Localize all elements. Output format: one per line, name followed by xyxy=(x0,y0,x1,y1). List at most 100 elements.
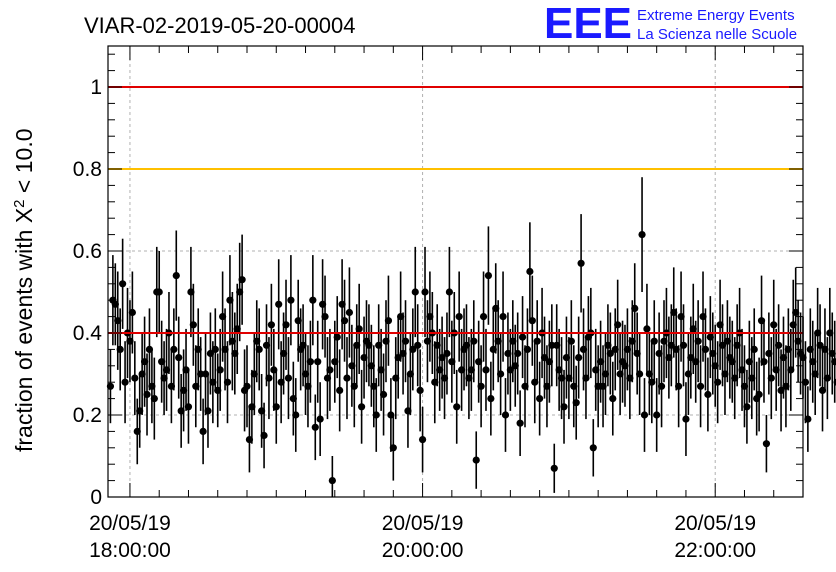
data-point xyxy=(162,366,171,374)
data-point xyxy=(475,358,483,366)
data-point xyxy=(201,370,210,378)
data-point xyxy=(236,288,244,296)
data-point xyxy=(138,370,146,378)
data-point xyxy=(416,386,424,394)
data-point xyxy=(299,341,307,349)
data-point xyxy=(331,358,339,366)
data-point xyxy=(472,456,480,464)
data-point xyxy=(692,358,700,366)
data-point xyxy=(301,370,310,378)
data-point xyxy=(467,366,475,374)
data-point xyxy=(333,333,341,341)
data-point xyxy=(614,321,622,329)
data-point xyxy=(421,288,429,296)
data-point xyxy=(345,308,354,317)
data-point xyxy=(748,374,756,382)
data-point xyxy=(340,317,349,325)
data-point xyxy=(723,337,732,345)
data-point xyxy=(484,272,493,280)
data-point xyxy=(440,374,449,382)
data-point xyxy=(250,370,258,378)
data-point xyxy=(272,403,280,411)
data-point xyxy=(206,349,215,358)
x-tick-label-date: 20/05/19 xyxy=(382,512,464,535)
data-point xyxy=(379,390,388,399)
data-point xyxy=(811,370,819,378)
data-point xyxy=(638,231,646,239)
data-point xyxy=(536,395,544,403)
data-point xyxy=(304,382,312,390)
chart-title: VIAR-02-2019-05-20-00004 xyxy=(84,13,356,38)
data-point xyxy=(621,362,629,370)
data-point xyxy=(760,358,768,366)
data-point xyxy=(518,333,527,341)
data-point xyxy=(501,411,510,419)
data-point xyxy=(772,366,780,374)
data-point xyxy=(397,313,405,321)
data-point xyxy=(750,345,758,353)
data-point xyxy=(533,337,541,345)
data-point xyxy=(706,333,714,341)
data-point xyxy=(765,349,773,358)
data-point xyxy=(540,354,549,362)
data-point xyxy=(179,386,188,394)
data-point xyxy=(514,349,522,358)
data-point xyxy=(399,349,407,358)
data-point xyxy=(309,296,317,304)
data-point xyxy=(833,378,836,386)
data-point xyxy=(560,403,568,411)
data-point xyxy=(316,415,324,423)
data-point xyxy=(375,341,383,349)
data-point xyxy=(640,411,649,419)
data-point xyxy=(279,349,288,358)
data-point xyxy=(675,382,683,390)
data-point xyxy=(111,300,119,308)
data-point xyxy=(389,444,397,452)
data-point xyxy=(465,374,473,382)
data-point xyxy=(355,325,363,333)
data-point xyxy=(360,354,368,362)
data-point xyxy=(718,341,727,349)
data-point xyxy=(487,395,495,403)
data-point xyxy=(565,374,573,382)
data-point xyxy=(177,407,185,415)
data-point xyxy=(657,382,666,390)
data-point xyxy=(158,358,166,366)
data-point xyxy=(609,395,617,403)
data-point xyxy=(253,337,261,345)
data-point xyxy=(482,366,490,374)
data-point xyxy=(189,321,197,329)
data-point xyxy=(731,374,739,382)
data-point xyxy=(445,288,454,296)
data-point xyxy=(148,382,156,390)
logo-line1: Extreme Energy Events xyxy=(637,7,795,24)
data-point xyxy=(136,407,144,415)
data-point xyxy=(670,308,678,317)
data-point xyxy=(358,403,366,411)
data-point xyxy=(701,345,710,353)
data-point xyxy=(828,349,836,358)
data-point xyxy=(757,317,766,325)
data-point xyxy=(194,345,202,353)
data-point xyxy=(804,415,812,423)
data-point xyxy=(284,374,293,382)
data-point xyxy=(404,407,412,415)
data-point xyxy=(711,362,719,370)
data-point xyxy=(128,308,136,317)
data-point xyxy=(392,374,400,382)
data-point xyxy=(628,337,636,345)
data-point xyxy=(818,386,827,394)
y-tick-label: 0.6 xyxy=(73,240,102,263)
data-point xyxy=(470,337,478,345)
data-point xyxy=(543,382,551,390)
data-point xyxy=(528,317,536,325)
data-point xyxy=(406,370,414,378)
data-point xyxy=(323,374,332,382)
data-point xyxy=(679,341,688,349)
data-point xyxy=(497,370,505,378)
x-tick-label-time: 22:00:00 xyxy=(674,539,756,562)
data-point xyxy=(282,321,290,329)
data-point xyxy=(145,345,154,353)
data-point xyxy=(433,341,441,349)
data-point xyxy=(575,354,583,362)
